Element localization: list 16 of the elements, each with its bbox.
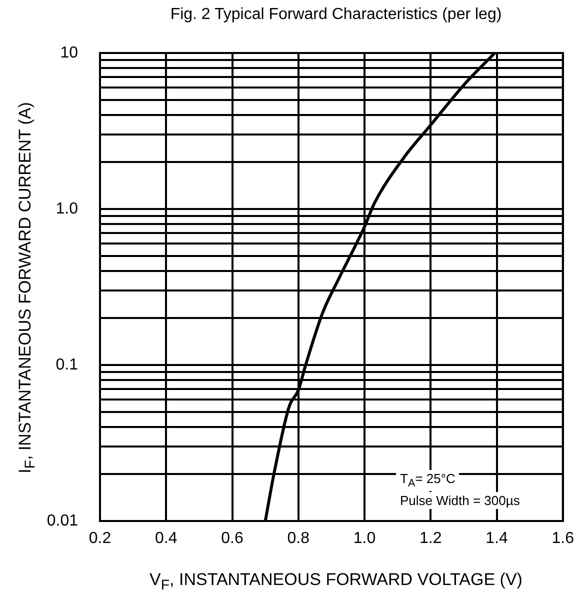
x-axis-title: V$_{F}$, INSTANTANEOUS FORWARD VOLTAGE (V) [148,570,524,594]
annotation: T$_{A}$= 25°C [396,470,460,491]
x-tick-label: 1.0 [353,530,376,548]
y-tick-label: 0.1 [56,356,78,374]
x-tick-label: 1.4 [486,530,508,548]
y-tick-label: 1.0 [56,200,78,218]
x-tick-label: 1.2 [420,530,442,548]
chart-title: Fig. 2 Typical Forward Characteristics (per leg) [169,6,503,24]
annotation: Pulse Width = 300µs [396,492,524,509]
x-tick-label: 0.8 [287,530,310,548]
x-tick-label: 0.2 [88,530,112,548]
x-tick-label: 0.4 [155,530,178,548]
y-tick-label: 10 [60,44,78,62]
x-tick-label: 1.6 [552,530,574,548]
y-tick-label: 0.01 [46,512,78,530]
x-tick-label: 0.6 [221,530,244,548]
